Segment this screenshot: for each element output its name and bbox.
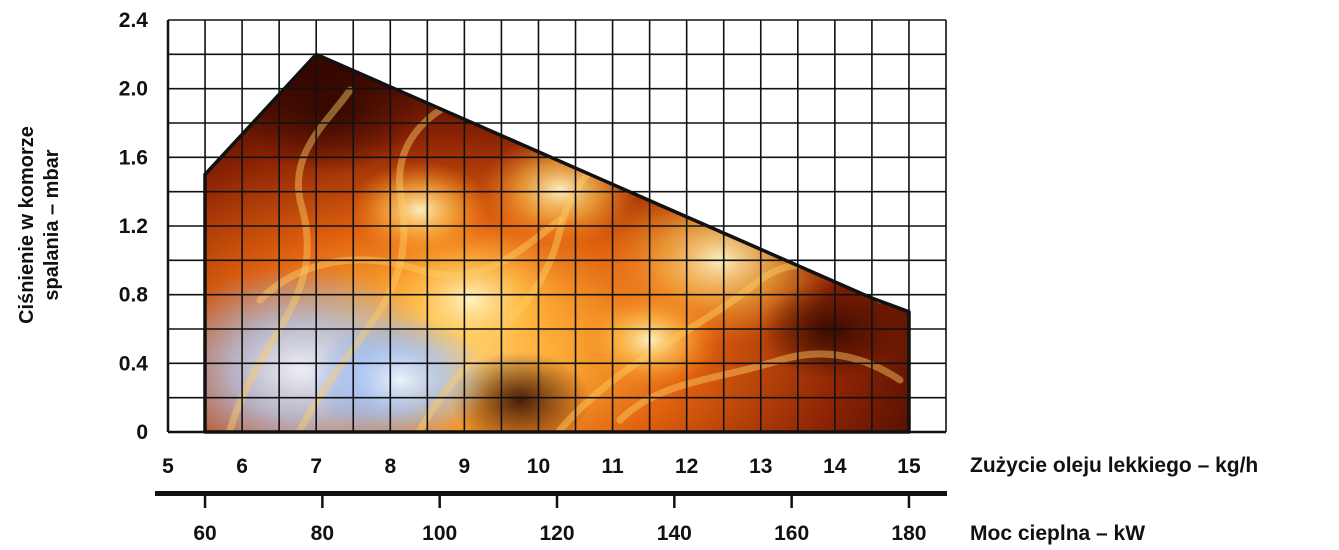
y-axis-title: Ciśnienie w komorze spalania – mbar — [16, 126, 63, 324]
x-axis-title: Zużycie oleju lekkiego – kg/h — [970, 454, 1258, 477]
secondary-tick-label: 160 — [774, 522, 809, 545]
chart-grid — [167, 19, 947, 433]
y-tick-label: 2.4 — [119, 9, 149, 32]
x-tick-label: 7 — [310, 455, 322, 478]
x-tick-label: 5 — [162, 455, 174, 478]
y-tick-label: 2.0 — [119, 78, 148, 101]
x-tick-label: 6 — [236, 455, 248, 478]
y-axis-title-line1: Ciśnienie w komorze — [16, 126, 38, 324]
x-tick-label: 14 — [823, 455, 847, 478]
x-tick-label: 9 — [459, 455, 471, 478]
y-tick-label: 0.4 — [119, 352, 149, 375]
secondary-tick-label: 120 — [539, 522, 574, 545]
x-tick-label: 13 — [749, 455, 772, 478]
secondary-tick-label: 80 — [311, 522, 334, 545]
x-tick-label: 11 — [601, 455, 624, 478]
secondary-tick-label: 60 — [193, 522, 216, 545]
y-tick-label: 1.2 — [119, 215, 148, 238]
x-tick-label: 12 — [675, 455, 698, 478]
y-tick-label: 1.6 — [119, 146, 148, 169]
x-tick-label: 10 — [527, 455, 550, 478]
x-tick-label: 15 — [897, 455, 921, 478]
y-axis-title-line2: spalania – mbar — [41, 149, 63, 300]
secondary-tick-label: 140 — [657, 522, 692, 545]
secondary-axis-line — [155, 491, 947, 496]
secondary-tick-label: 100 — [422, 522, 457, 545]
y-tick-label: 0 — [136, 421, 148, 444]
y-tick-label: 0.8 — [119, 284, 149, 307]
secondary-axis-title: Moc cieplna – kW — [970, 522, 1145, 545]
x-tick-label: 8 — [384, 455, 396, 478]
secondary-tick-label: 180 — [891, 522, 926, 545]
